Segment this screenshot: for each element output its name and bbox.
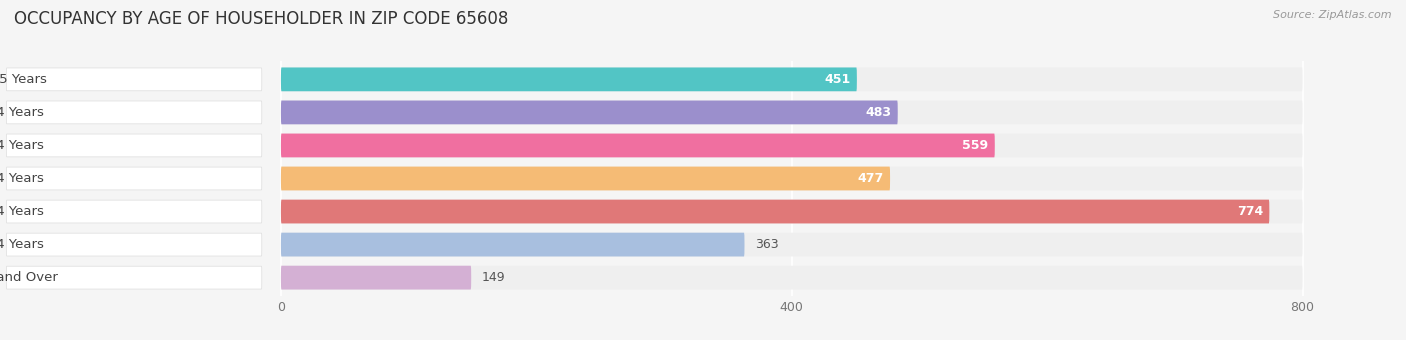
FancyBboxPatch shape (281, 134, 1302, 157)
Text: 559: 559 (962, 139, 988, 152)
FancyBboxPatch shape (281, 101, 1302, 124)
FancyBboxPatch shape (281, 233, 1302, 256)
Text: 451: 451 (824, 73, 851, 86)
Text: 45 to 54 Years: 45 to 54 Years (0, 139, 44, 152)
FancyBboxPatch shape (281, 134, 995, 157)
Text: 65 to 74 Years: 65 to 74 Years (0, 205, 44, 218)
FancyBboxPatch shape (281, 67, 1302, 91)
FancyBboxPatch shape (7, 101, 262, 124)
Text: 149: 149 (481, 271, 505, 284)
FancyBboxPatch shape (281, 200, 1270, 223)
Text: 477: 477 (858, 172, 884, 185)
FancyBboxPatch shape (7, 233, 262, 256)
Text: 55 to 64 Years: 55 to 64 Years (0, 172, 44, 185)
Text: 85 Years and Over: 85 Years and Over (0, 271, 58, 284)
Text: Source: ZipAtlas.com: Source: ZipAtlas.com (1274, 10, 1392, 20)
FancyBboxPatch shape (281, 167, 890, 190)
FancyBboxPatch shape (281, 266, 1302, 290)
FancyBboxPatch shape (281, 233, 745, 256)
Text: Under 35 Years: Under 35 Years (0, 73, 48, 86)
Text: 75 to 84 Years: 75 to 84 Years (0, 238, 44, 251)
FancyBboxPatch shape (7, 167, 262, 190)
Text: 774: 774 (1237, 205, 1263, 218)
Text: 483: 483 (865, 106, 891, 119)
Text: 35 to 44 Years: 35 to 44 Years (0, 106, 44, 119)
FancyBboxPatch shape (7, 134, 262, 157)
FancyBboxPatch shape (7, 68, 262, 91)
FancyBboxPatch shape (7, 266, 262, 289)
FancyBboxPatch shape (7, 200, 262, 223)
FancyBboxPatch shape (281, 67, 856, 91)
Text: 363: 363 (755, 238, 779, 251)
FancyBboxPatch shape (281, 200, 1302, 223)
FancyBboxPatch shape (281, 167, 1302, 190)
FancyBboxPatch shape (281, 101, 898, 124)
Text: OCCUPANCY BY AGE OF HOUSEHOLDER IN ZIP CODE 65608: OCCUPANCY BY AGE OF HOUSEHOLDER IN ZIP C… (14, 10, 509, 28)
FancyBboxPatch shape (281, 266, 471, 290)
